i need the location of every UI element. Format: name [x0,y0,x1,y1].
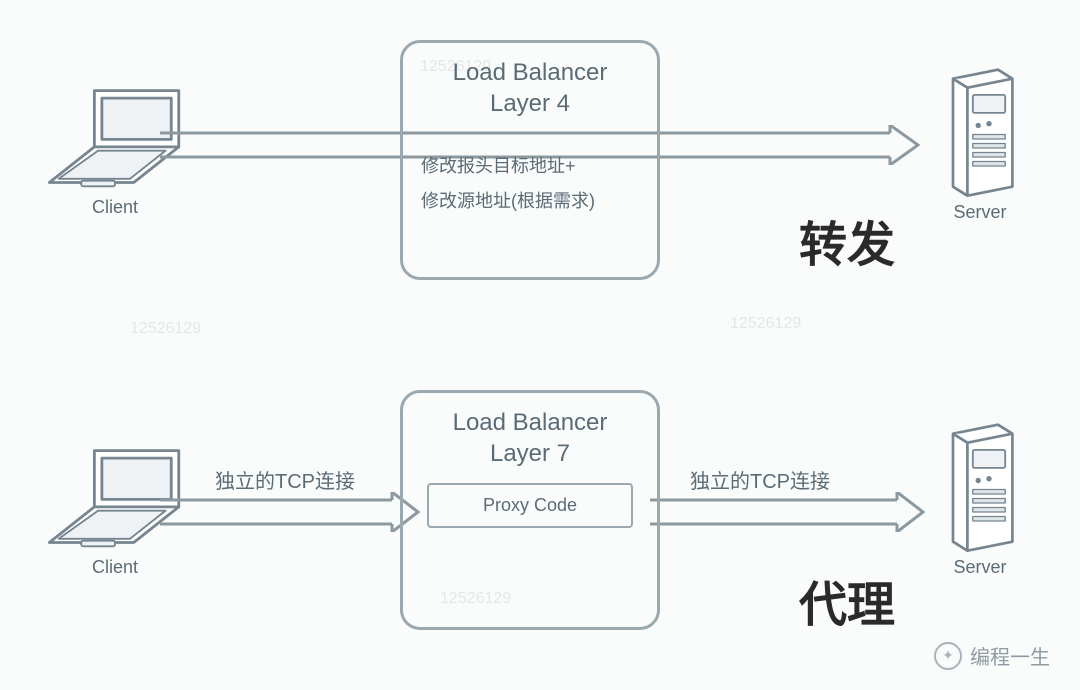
diagram-row-layer4: Client Load Balancer Layer 4 修改报头目标地址+ 修… [0,30,1080,320]
arrow-right [650,492,925,532]
loadbalancer-box-l4: Load Balancer Layer 4 修改报头目标地址+ 修改源地址(根据… [400,40,660,280]
server-label: Server [930,202,1030,223]
loadbalancer-box-l7: Load Balancer Layer 7 Proxy Code [400,390,660,630]
lb-title-line1: Load Balancer [453,409,608,436]
proxy-code-box: Proxy Code [427,483,633,528]
lb-title-line2: Layer 4 [490,90,570,117]
diagram-row-layer7: Client 独立的TCP连接 独立的TCP连接 [0,370,1080,660]
lb-title-line2: Layer 7 [490,440,570,467]
edge-label-left: 独立的TCP连接 [215,465,355,494]
wechat-icon: ✦ [934,642,962,670]
server-node: Server [930,60,1030,223]
server-label: Server [930,557,1030,578]
watermark-text: 编程一生 [970,641,1050,670]
lb-title: Load Balancer Layer 7 [421,407,639,469]
client-label: Client [40,557,190,578]
lb-title-line1: Load Balancer [453,59,608,86]
lb-subtext: 修改报头目标地址+ 修改源地址(根据需求) [421,149,639,217]
faint-mark: 12526129 [130,320,201,338]
server-node: Server [930,415,1030,578]
client-label: Client [40,197,190,218]
edge-label-right: 独立的TCP连接 [690,465,830,494]
big-label-proxy: 代理 [799,565,895,635]
lb-sub-line2: 修改源地址(根据需求) [421,184,639,218]
arrow-left [160,492,420,532]
lb-sub-line1: 修改报头目标地址+ [421,149,639,183]
lb-title: Load Balancer Layer 4 [421,57,639,119]
watermark: ✦ 编程一生 [934,641,1050,670]
big-label-forward: 转发 [799,205,895,275]
